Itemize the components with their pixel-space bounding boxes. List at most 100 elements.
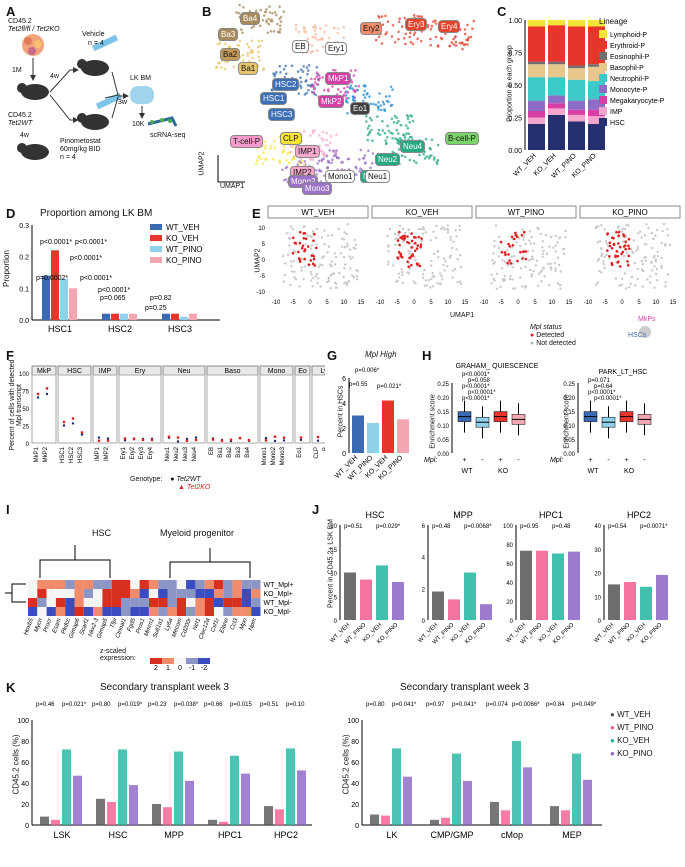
umap-point xyxy=(654,234,657,237)
tick-label: 6 xyxy=(422,524,426,530)
cluster-label: Eo1 xyxy=(350,102,371,115)
tick-label: 40 xyxy=(506,581,513,587)
umap-point xyxy=(311,158,315,161)
bar xyxy=(352,415,364,453)
heat-cell xyxy=(111,607,121,616)
umap-point-detected xyxy=(627,254,630,258)
syringe-icon xyxy=(91,34,119,52)
umap-point-detected xyxy=(507,253,510,256)
umap-point-detected xyxy=(615,230,618,234)
tick-label: IMP1 xyxy=(95,446,101,461)
p-value: p=0.074 xyxy=(486,702,509,708)
umap-point xyxy=(431,275,435,278)
panel-f: F 0 25 50 75 100 MkP MkP1 MkP2 HSC HSC1 HSC2 HSC3 IM… xyxy=(0,348,337,498)
umap-point xyxy=(448,256,451,259)
tick-label: 80 xyxy=(351,739,359,746)
p-value: p=0.0002* xyxy=(36,275,68,282)
umap-point xyxy=(389,131,392,135)
heat-cell xyxy=(130,589,140,598)
umap-point xyxy=(224,60,227,63)
umap-point xyxy=(442,263,445,267)
umap-point xyxy=(430,138,434,141)
umap-point-detected xyxy=(506,261,509,265)
umap-point xyxy=(515,241,518,244)
umap-point-detected xyxy=(309,259,313,262)
bar-charts: HSC05101520WT_VEHWT_PINOKO_VEHKO_PINOp=0… xyxy=(329,510,668,646)
umap-point xyxy=(363,154,367,157)
umap-point xyxy=(269,30,273,33)
umap-point xyxy=(655,267,659,271)
umap-point xyxy=(302,129,306,133)
umap-point xyxy=(429,239,432,242)
umap-point xyxy=(406,115,410,118)
tick-label: -5 xyxy=(394,300,400,306)
umap-point xyxy=(640,236,643,239)
heat-cell xyxy=(74,598,84,607)
heat-cell xyxy=(241,607,252,616)
bar xyxy=(463,780,472,825)
umap-point xyxy=(389,85,393,89)
tick-label: -5 xyxy=(260,274,266,280)
umap-point xyxy=(367,149,370,153)
umap-point xyxy=(337,88,340,91)
umap-point xyxy=(513,254,516,258)
gene-label: Scarf1 xyxy=(79,618,91,636)
umap-point xyxy=(346,85,349,89)
bar xyxy=(452,753,461,825)
umap-point xyxy=(537,272,541,275)
p-value: p=0.48 xyxy=(552,524,571,530)
bar-segment xyxy=(568,100,585,110)
wait-label: 4w xyxy=(20,132,29,139)
gene-label: Elane xyxy=(219,617,230,634)
sign-label: + xyxy=(462,457,466,464)
umap-point-detected xyxy=(617,230,621,234)
umap-point xyxy=(511,262,515,265)
umap-point xyxy=(305,79,308,82)
umap-point xyxy=(453,36,457,39)
gene-label: Procr xyxy=(43,617,54,633)
umap-point xyxy=(326,144,330,147)
umap-point xyxy=(558,236,562,239)
umap-point xyxy=(467,36,471,39)
umap-point xyxy=(318,169,321,173)
chart-title: Mpl High xyxy=(365,350,397,359)
bar xyxy=(42,275,50,320)
umap-point xyxy=(334,263,337,266)
umap-point-detected xyxy=(313,232,316,236)
umap-point xyxy=(556,256,560,259)
umap-point xyxy=(313,29,317,32)
umap-point-detected xyxy=(418,264,422,268)
umap-point xyxy=(627,286,631,289)
umap-point-detected xyxy=(519,250,522,254)
heat-cell xyxy=(204,607,214,616)
umap-point-detected xyxy=(304,237,308,241)
umap-point xyxy=(268,11,272,14)
umap-point xyxy=(493,239,496,243)
umap-point xyxy=(428,146,432,150)
umap-point xyxy=(639,230,642,233)
umap-point xyxy=(501,267,504,270)
umap-point xyxy=(406,271,409,274)
umap-point xyxy=(361,157,365,160)
legend-detected: Detected xyxy=(536,332,565,339)
gene-label: Ly6a xyxy=(164,617,174,632)
umap-point xyxy=(368,95,371,98)
umap-point xyxy=(492,277,495,280)
bar-segment xyxy=(568,68,585,80)
umap-point xyxy=(662,222,666,226)
bar-segment xyxy=(588,116,605,124)
umap-point xyxy=(526,250,530,253)
umap-point xyxy=(374,38,378,42)
umap-point xyxy=(216,42,220,46)
bar xyxy=(102,313,110,320)
legend-swatch xyxy=(599,107,607,115)
gene-label: Npm xyxy=(248,618,258,632)
umap-point xyxy=(402,240,405,243)
umap-point xyxy=(347,97,350,100)
umap-point xyxy=(317,265,321,268)
umap-point-detected xyxy=(399,252,403,256)
umap-point xyxy=(352,275,356,279)
umap-point xyxy=(345,232,348,236)
legend-title: Lineage xyxy=(599,17,628,26)
